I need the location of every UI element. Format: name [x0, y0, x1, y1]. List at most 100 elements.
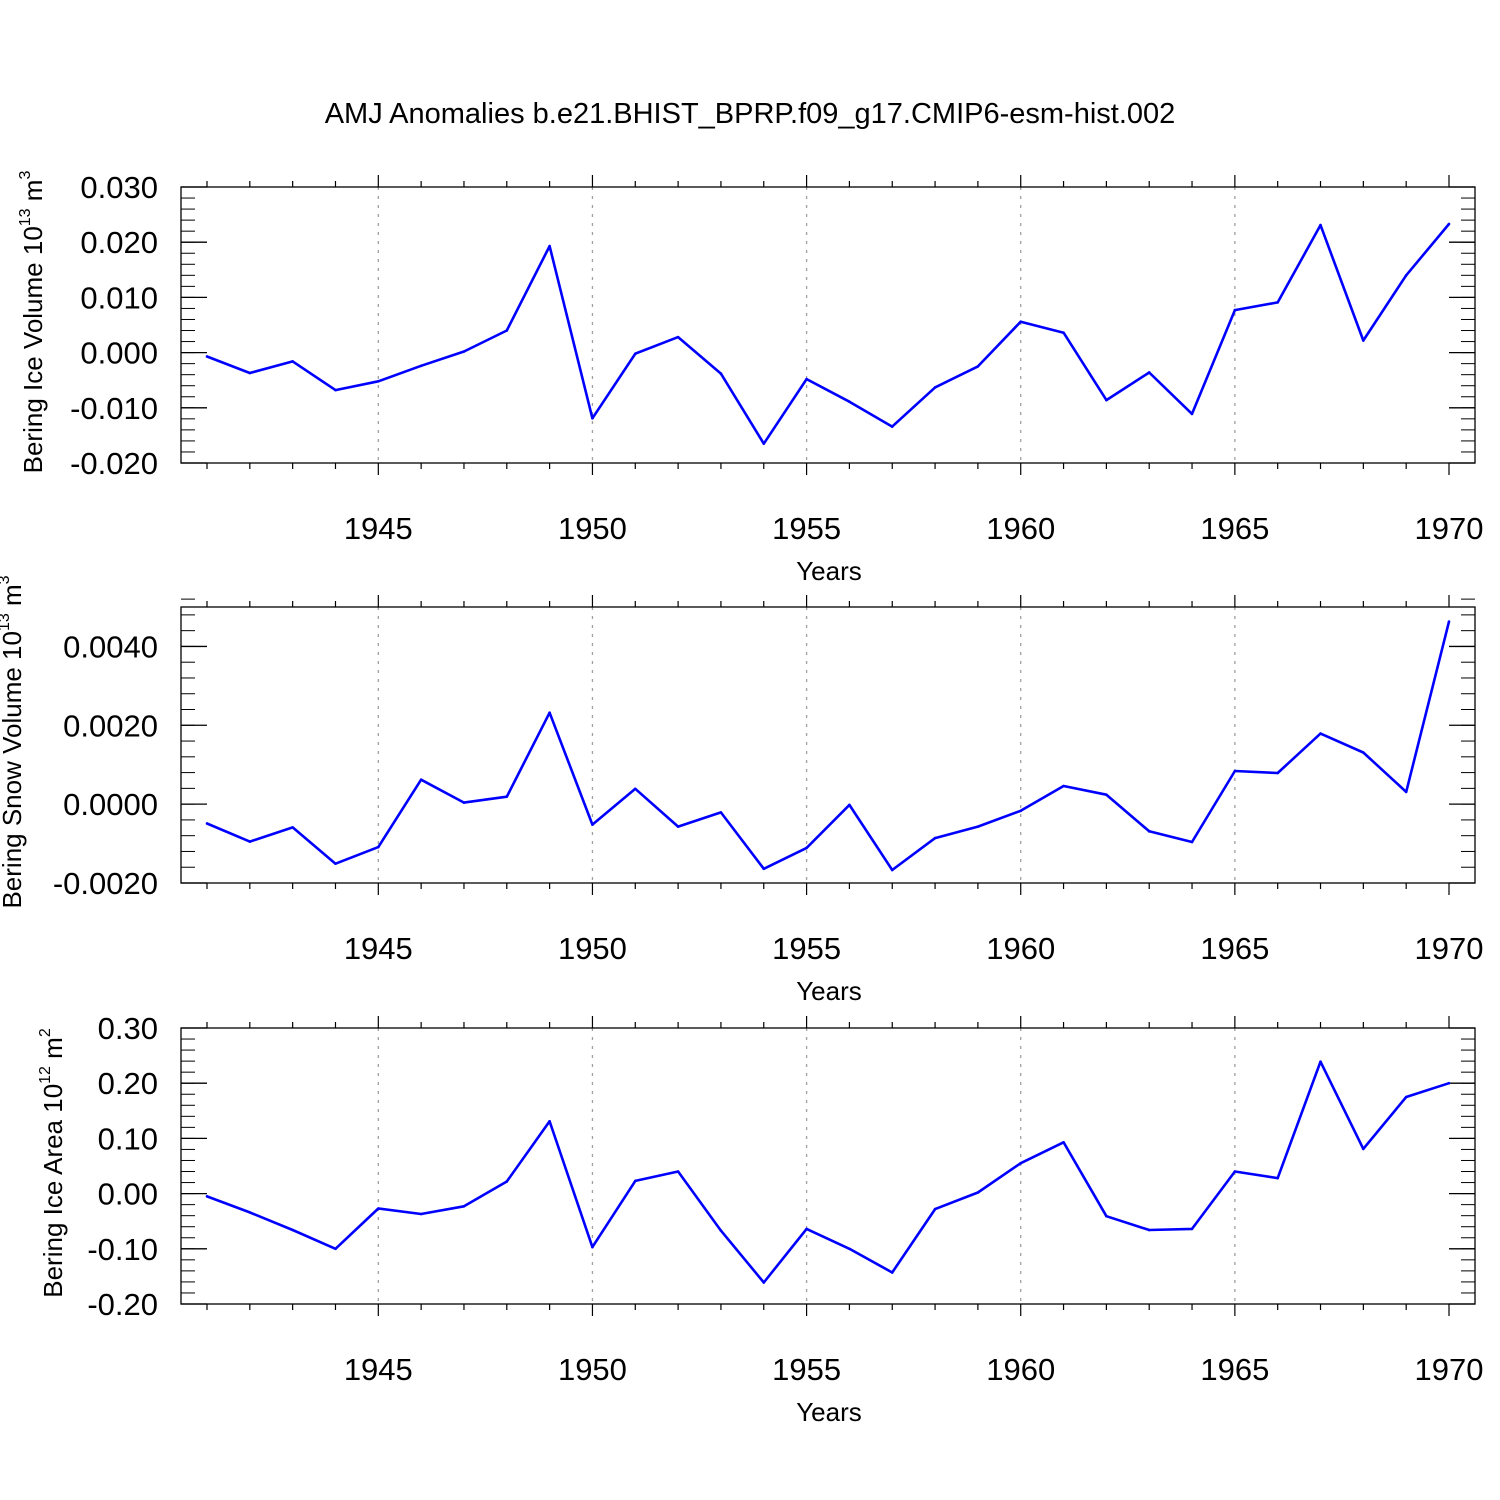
data-point: [1062, 1140, 1065, 1144]
data-point: [848, 400, 851, 404]
data-point: [248, 371, 252, 375]
data-point: [1147, 371, 1151, 374]
data-point: [377, 845, 380, 849]
data-point: [548, 244, 551, 248]
data-point: [1404, 274, 1408, 277]
data-point: [805, 846, 808, 850]
x-tick-label: 1945: [344, 511, 413, 546]
y-tick-label: 0.30: [98, 1011, 158, 1046]
data-point: [848, 1247, 851, 1251]
x-tick-label: 1960: [986, 931, 1055, 966]
data-point: [1019, 1161, 1023, 1165]
x-axis-label: Years: [796, 556, 862, 586]
y-tick-label: 0.030: [80, 170, 158, 205]
data-point: [591, 823, 594, 826]
data-point: [848, 803, 851, 807]
x-tick-label: 1960: [986, 511, 1055, 546]
data-point: [762, 442, 766, 445]
data-point: [633, 352, 637, 356]
y-axis-label: Bering Snow Volume 1013 m3: [0, 575, 27, 908]
series-line: [206, 621, 1451, 872]
data-point: [1404, 790, 1408, 794]
data-point: [334, 862, 337, 865]
y-tick-label: -0.020: [70, 446, 158, 481]
data-point: [1019, 809, 1023, 813]
y-axis-label: Bering Ice Volume 1013 m3: [17, 171, 48, 474]
data-point: [1019, 320, 1023, 323]
series-line: [206, 223, 1450, 446]
data-point: [933, 836, 937, 840]
data-point: [633, 1179, 637, 1183]
y-tick-label: 0.0040: [63, 629, 158, 664]
x-tick-label: 1960: [986, 1352, 1055, 1387]
x-axis-label: Years: [796, 976, 862, 1006]
data-point: [1319, 223, 1322, 227]
x-tick-label: 1950: [558, 1352, 627, 1387]
data-point: [1362, 339, 1365, 342]
data-point: [890, 868, 894, 872]
data-point: [1319, 732, 1322, 735]
series-line: [206, 1060, 1450, 1284]
data-point: [976, 1191, 980, 1194]
y-tick-label: 0.0020: [63, 708, 158, 743]
x-tick-label: 1970: [1415, 511, 1484, 546]
data-point: [377, 380, 380, 383]
data-point: [1276, 301, 1279, 304]
x-axis-label: Years: [796, 1397, 862, 1427]
y-tick-label: -0.0020: [53, 866, 158, 901]
data-point: [205, 1195, 209, 1198]
data-point: [805, 377, 808, 381]
y-tick-label: 0.000: [80, 336, 158, 371]
panel-ice-area: -0.20 -0.10 0.00 0.10 0.20 0.30 1945 1950 1955 19…: [37, 1011, 1483, 1427]
data-point: [1062, 784, 1065, 788]
y-tick-label: -0.010: [70, 391, 158, 426]
data-point: [1319, 1060, 1322, 1063]
x-tick-label: 1965: [1200, 931, 1269, 966]
y-axis-label: Bering Ice Area 1012 m2: [37, 1028, 68, 1298]
data-point: [1362, 751, 1365, 754]
data-point: [334, 1247, 337, 1251]
plot-frame: [180, 1027, 1476, 1305]
data-point: [933, 386, 937, 389]
data-point: [1276, 771, 1279, 775]
y-tick-label: 0.10: [98, 1121, 158, 1156]
data-point: [1233, 1170, 1237, 1173]
x-tick-label: 1965: [1200, 1352, 1269, 1387]
data-point: [1447, 620, 1451, 623]
data-point: [890, 1271, 894, 1274]
data-point: [976, 825, 980, 828]
data-point: [1147, 830, 1151, 833]
data-point: [505, 1180, 509, 1183]
y-tick-label: 0.010: [80, 280, 158, 315]
y-tick-label: -0.10: [87, 1232, 158, 1267]
y-tick-label: 0.020: [80, 225, 158, 260]
data-point: [462, 350, 466, 353]
x-tick-label: 1955: [772, 1352, 841, 1387]
data-point: [1404, 1095, 1408, 1099]
data-point: [676, 335, 680, 339]
data-point: [548, 1119, 551, 1123]
data-point: [1233, 308, 1237, 312]
data-point: [419, 1212, 423, 1216]
data-point: [205, 355, 209, 358]
data-point: [462, 1204, 466, 1208]
data-point: [505, 329, 509, 332]
data-point: [1190, 1227, 1194, 1231]
data-point: [1276, 1176, 1279, 1180]
x-tick-label: 1950: [558, 931, 627, 966]
data-point: [1105, 398, 1108, 402]
data-point: [1147, 1228, 1151, 1232]
data-point: [719, 1229, 723, 1232]
x-tick-label: 1965: [1200, 511, 1269, 546]
y-tick-label: -0.20: [87, 1287, 158, 1322]
data-point: [976, 365, 980, 368]
data-point: [334, 388, 337, 392]
data-point: [591, 416, 594, 420]
y-tick-label: 0.00: [98, 1177, 158, 1212]
data-point: [1447, 222, 1451, 226]
x-tick-label: 1955: [772, 931, 841, 966]
data-point: [762, 1281, 766, 1284]
data-point: [462, 801, 466, 804]
data-point: [591, 1245, 594, 1249]
